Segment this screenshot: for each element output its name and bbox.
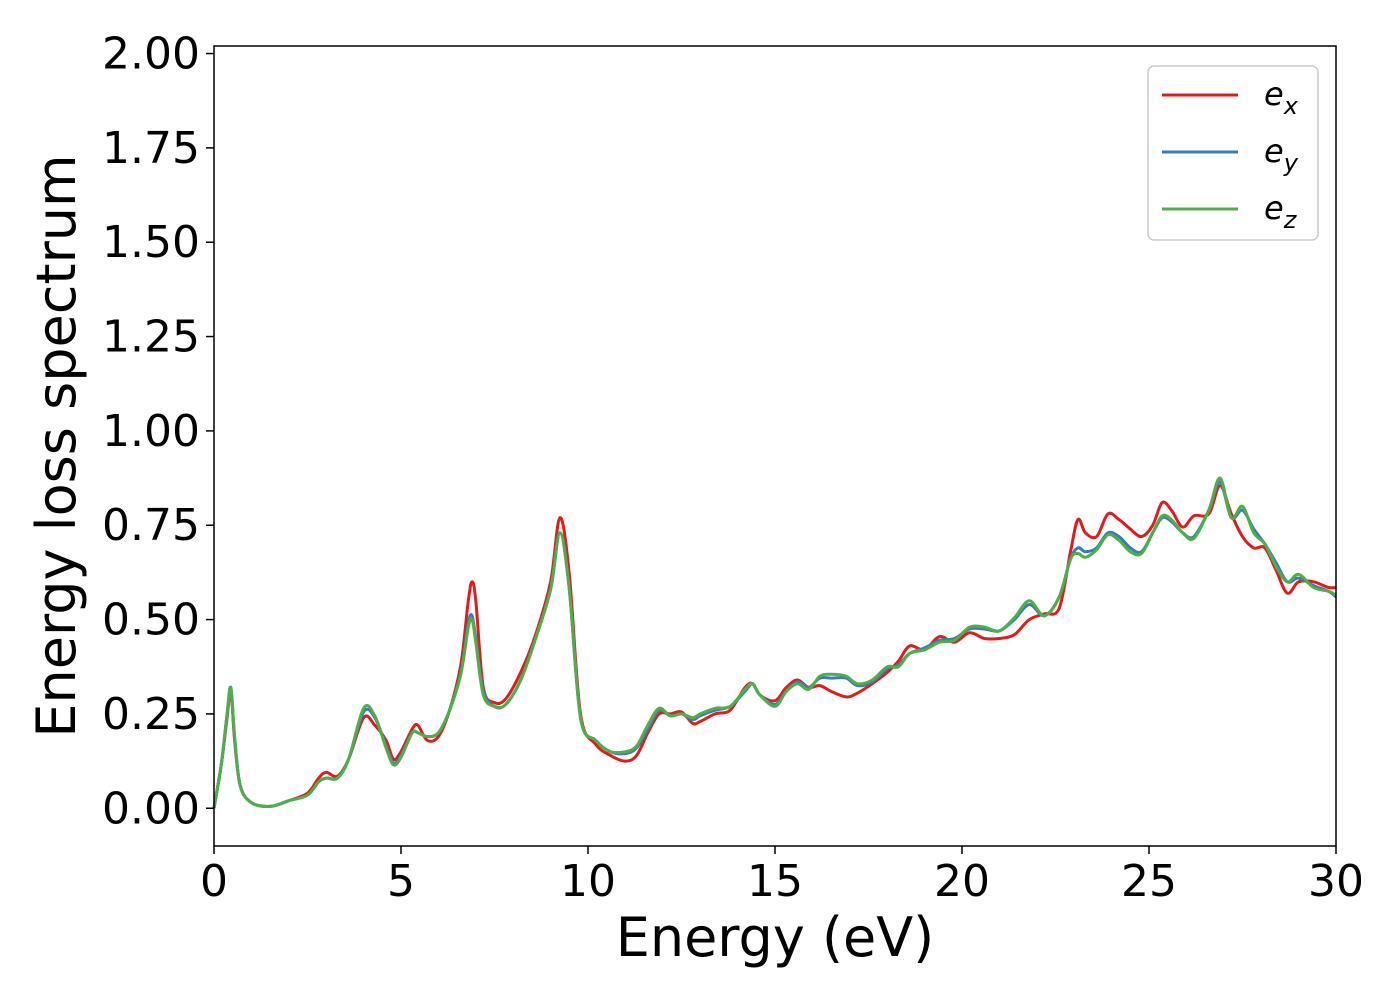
legend-subscript-z: z [1283, 206, 1298, 234]
legend-subscript-x: x [1283, 92, 1299, 120]
y-tick-label: 0.75 [102, 500, 200, 551]
y-tick-label: 2.00 [102, 29, 200, 80]
y-tick-label: 0.50 [102, 595, 200, 646]
x-tick-label: 0 [200, 856, 228, 907]
y-tick-label: 0.00 [102, 783, 200, 834]
x-tick-label: 25 [1121, 856, 1177, 907]
x-tick-label: 5 [387, 856, 415, 907]
series-layer [212, 476, 1337, 809]
series-line-z [212, 476, 1337, 809]
y-axis: 0.00 0.25 0.50 0.75 1.00 1.25 1.50 1.75 2.00 [102, 29, 214, 834]
y-tick-label: 1.50 [102, 217, 200, 268]
legend-subscript-y: y [1283, 149, 1299, 177]
x-axis: 0 5 10 15 20 25 30 [200, 846, 1364, 907]
y-tick-label: 1.00 [102, 406, 200, 457]
y-axis-label: Energy loss spectrum [25, 154, 88, 737]
y-tick-label: 1.25 [102, 312, 200, 363]
x-tick-label: 10 [560, 856, 616, 907]
y-tick-label: 1.75 [102, 123, 200, 174]
x-axis-label: Energy (eV) [616, 906, 935, 969]
x-tick-label: 15 [747, 856, 803, 907]
x-tick-label: 20 [934, 856, 990, 907]
x-tick-label: 30 [1308, 856, 1364, 907]
y-tick-label: 0.25 [102, 689, 200, 740]
